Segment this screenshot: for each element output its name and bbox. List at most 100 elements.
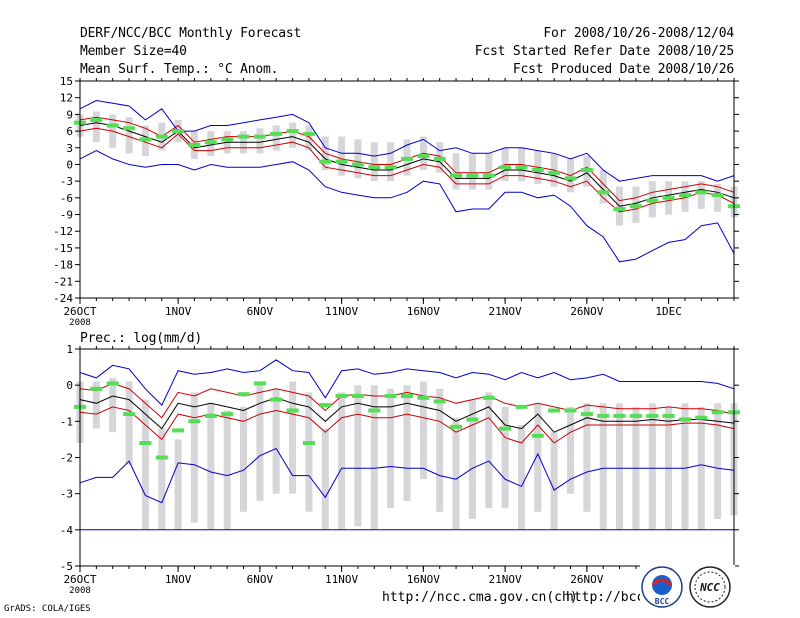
spread-box — [403, 385, 411, 501]
spread-box — [501, 406, 509, 509]
spread-box — [305, 392, 313, 512]
footer-url-bcc[interactable]: http://bcc.c — [566, 590, 660, 605]
ensemble-marker — [450, 173, 462, 178]
ensemble-marker — [499, 165, 512, 170]
ensemble-marker — [466, 417, 479, 422]
ensemble-marker — [564, 176, 577, 181]
spread-box — [485, 153, 493, 190]
spread-box — [321, 428, 329, 530]
y-tick-label: -5 — [60, 560, 73, 573]
ensemble-marker — [204, 413, 217, 418]
ensemble-marker — [580, 168, 593, 172]
spread-box — [468, 153, 476, 190]
ensemble-marker — [466, 173, 479, 178]
series-min-line — [79, 447, 735, 504]
ensemble-marker — [90, 386, 103, 391]
ensemble-marker — [90, 117, 103, 122]
series-min-line — [79, 99, 735, 182]
y-tick-label: -3 — [60, 175, 73, 188]
ensemble-marker — [237, 392, 250, 397]
ensemble-marker — [253, 381, 266, 386]
ensemble-marker — [401, 394, 413, 398]
spread-box — [354, 385, 362, 527]
ensemble-marker — [531, 433, 544, 438]
ensemble-marker — [679, 417, 691, 422]
member-size: Member Size=40 — [80, 44, 187, 59]
footer-url-ncc[interactable]: http://ncc.cma.gov.cn(ch) — [382, 590, 578, 605]
spread-box — [518, 425, 525, 530]
ensemble-marker — [106, 123, 119, 128]
series-p10-line — [79, 406, 735, 444]
ensemble-marker — [221, 137, 234, 142]
series-mean-line — [79, 122, 735, 207]
spread-box — [550, 432, 558, 530]
x-tick-label: 21NOV — [489, 305, 522, 318]
x-tick-label: 6NOV — [247, 305, 274, 318]
ensemble-marker — [139, 441, 152, 445]
y-tick-label: -2 — [60, 452, 73, 465]
ensemble-marker — [286, 129, 299, 134]
spread-box — [109, 377, 117, 433]
ensemble-marker — [662, 413, 675, 418]
spread-box — [697, 406, 705, 530]
ensemble-marker — [253, 134, 266, 139]
ensemble-marker — [597, 413, 610, 418]
ensemble-marker — [286, 408, 299, 413]
spread-box — [125, 381, 133, 465]
ensemble-marker — [433, 399, 446, 404]
y-tick-label: 1 — [66, 343, 73, 356]
x-tick-label: 26OCT — [63, 305, 96, 318]
ensemble-marker — [319, 403, 332, 408]
figure-title: DERF/NCC/BCC Monthly Forecast — [80, 26, 302, 41]
bcc-logo-text: BCC — [655, 597, 670, 606]
temp-panel-title: Mean Surf. Temp.: °C Anom. — [80, 62, 279, 77]
series-mean-line — [79, 395, 735, 433]
series-max-line — [79, 359, 735, 406]
ensemble-marker — [139, 137, 152, 142]
series-p90-line — [79, 382, 735, 419]
ensemble-marker — [319, 159, 332, 164]
ensemble-marker — [368, 165, 381, 170]
spread-box — [370, 385, 378, 530]
y-tick-label: -15 — [53, 242, 73, 255]
spread-box — [452, 153, 460, 190]
ensemble-marker — [564, 408, 577, 413]
ensemble-marker — [515, 165, 528, 170]
ensemble-marker — [629, 204, 642, 209]
ensemble-marker — [482, 395, 495, 400]
y-tick-label: -21 — [53, 275, 73, 288]
ensemble-marker — [515, 404, 528, 409]
spread-box — [583, 403, 591, 512]
spread-box — [125, 117, 133, 154]
y-tick-label: -12 — [53, 225, 73, 238]
ensemble-marker — [499, 426, 512, 431]
ensemble-marker — [417, 154, 430, 159]
x-tick-label: 26OCT — [63, 573, 96, 586]
forecast-produced-date: Fcst Produced Date 2008/10/26 — [512, 62, 734, 77]
y-tick-label: 9 — [66, 108, 73, 121]
ensemble-marker — [401, 156, 413, 161]
spread-box — [305, 125, 313, 151]
x-tick-year: 2008 — [69, 318, 91, 328]
y-tick-label: -1 — [60, 415, 73, 428]
x-tick-label: 16NOV — [407, 573, 440, 586]
ensemble-marker — [270, 131, 283, 136]
spread-box — [240, 406, 247, 512]
ensemble-marker — [155, 134, 168, 139]
ensemble-marker — [221, 412, 234, 417]
ensemble-marker — [433, 156, 446, 161]
ensemble-marker — [711, 410, 724, 415]
spread-box — [370, 142, 378, 182]
spread-box — [485, 392, 493, 509]
precip-panel-title: Prec.: log(mm/d) — [80, 331, 203, 346]
spread-box — [256, 385, 264, 501]
spread-box — [256, 128, 264, 154]
ensemble-marker — [155, 455, 168, 460]
spread-box — [648, 403, 656, 530]
forecast-period: For 2008/10/26-2008/12/04 — [543, 26, 734, 41]
ensemble-marker — [613, 413, 626, 418]
spread-box — [468, 399, 476, 519]
